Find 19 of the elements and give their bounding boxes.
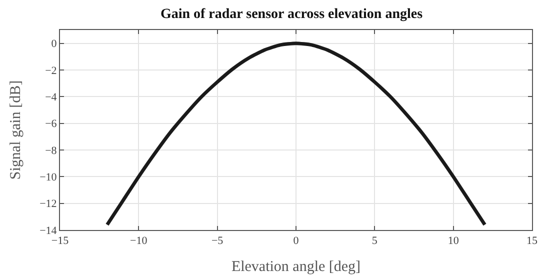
y-tick-label: −10 (40, 172, 58, 184)
x-tick-label: 5 (372, 235, 378, 248)
x-tick-label: −5 (211, 235, 224, 248)
y-axis-title: Signal gain [dB] (8, 80, 24, 180)
x-axis-title: Elevation angle [deg] (231, 259, 361, 275)
y-tick-label: −2 (45, 64, 57, 77)
y-tick-label: 0 (51, 38, 58, 50)
x-tick-label: −15 (51, 235, 70, 248)
line-series (105, 42, 487, 226)
y-tick-label: −8 (45, 144, 58, 157)
y-tick-label: −6 (45, 118, 58, 130)
x-tick-label: 0 (293, 235, 300, 248)
chart-title: Gain of radar sensor across elevation angles (160, 7, 424, 22)
y-tick-label: −12 (40, 198, 57, 210)
y-tick-label: −14 (40, 224, 58, 237)
x-tick-label: 10 (448, 235, 460, 248)
y-tick-label: −4 (45, 92, 58, 104)
x-tick-label: −10 (130, 235, 148, 248)
x-tick-label: 15 (526, 235, 538, 248)
